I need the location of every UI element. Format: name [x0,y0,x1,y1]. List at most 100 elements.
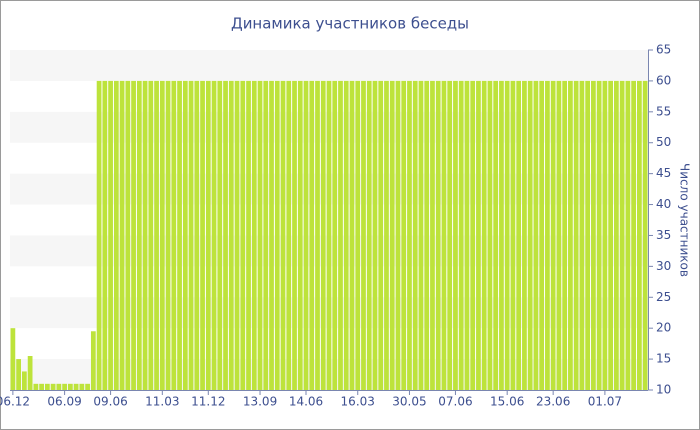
bar [200,80,205,390]
bar [430,80,435,390]
bar [395,80,401,390]
bar [418,80,424,390]
bar [631,80,637,390]
grid-band [10,50,648,81]
bar [332,80,338,390]
x-tick-label: 16.03 [341,395,375,409]
bar [113,80,119,390]
bar [625,80,631,390]
bar [407,80,412,390]
bar [320,80,326,390]
bar [355,80,361,390]
y-tick-label: 45 [656,166,671,180]
bar [493,80,499,390]
bar [56,383,62,390]
bar [619,80,625,390]
x-tick-label: 09.06 [93,395,127,409]
bar [522,80,527,390]
bar [182,80,188,390]
y-tick-label: 25 [656,290,671,304]
bar [269,80,274,390]
x-tick-label: 30.05 [392,395,426,409]
bar [27,356,33,390]
bar [257,80,263,390]
bar [539,80,545,390]
bar [579,80,585,390]
bar [194,80,200,390]
bar [125,80,131,390]
bar [148,80,154,390]
bar [366,80,372,390]
bar [246,80,251,390]
bar [16,359,21,390]
x-tick-label: 23.06 [536,395,570,409]
bar [608,80,614,390]
bar [424,80,430,390]
bar [596,80,602,390]
bar [292,80,297,390]
bar [401,80,407,390]
bar [108,80,113,390]
bar [487,80,493,390]
y-axis-label: Число участников [678,163,692,277]
bar [154,80,159,390]
bar [96,80,102,390]
bar [637,80,642,390]
bar [499,80,504,390]
bar [412,80,418,390]
x-tick-label: 15.06 [490,395,524,409]
bar [533,80,539,390]
bar [614,80,619,390]
bar [464,80,470,390]
bar [476,80,481,390]
bar [234,80,240,390]
bar [142,80,148,390]
bar [516,80,522,390]
y-tick-label: 10 [656,383,671,397]
y-tick-label: 20 [656,321,671,335]
bar [33,383,39,390]
bar [211,80,217,390]
y-tick-label: 55 [656,104,671,118]
bar [315,80,320,390]
bar [228,80,234,390]
y-tick-label: 35 [656,228,671,242]
bar [131,80,136,390]
bar [10,328,16,390]
x-tick-label: 11.03 [145,395,179,409]
bar [188,80,194,390]
bar [545,80,550,390]
bar [223,80,228,390]
bar [372,80,378,390]
bar [602,80,608,390]
bar [280,80,286,390]
chart-title: Динамика участников беседы [231,15,469,33]
bar [44,383,50,390]
x-tick-label: 13.09 [243,395,277,409]
bar [389,80,395,390]
bar [240,80,246,390]
bar [568,80,573,390]
y-tick-label: 60 [656,73,671,87]
bar [90,331,96,390]
x-tick-label: 11.12 [191,395,225,409]
bar [73,383,79,390]
y-tick-label: 40 [656,197,671,211]
bar [343,80,349,390]
bar [251,80,257,390]
y-tick-label: 30 [656,259,671,273]
bar [171,80,177,390]
x-tick-label: 07.06 [438,395,472,409]
bar [39,383,44,390]
bar [165,80,171,390]
bar [21,371,27,390]
x-tick-label: 06.12 [0,395,30,409]
bar [349,80,355,390]
bar [573,80,579,390]
bar [177,80,182,390]
bar [458,80,464,390]
bar [435,80,441,390]
x-tick-label: 14.06 [289,395,323,409]
bar [562,80,568,390]
